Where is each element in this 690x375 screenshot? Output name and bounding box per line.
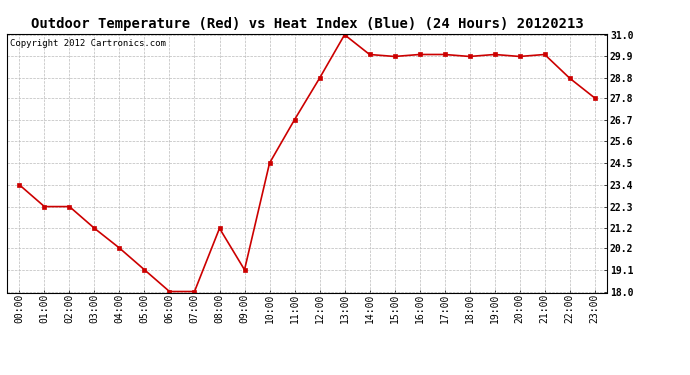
Text: Copyright 2012 Cartronics.com: Copyright 2012 Cartronics.com [10,39,166,48]
Title: Outdoor Temperature (Red) vs Heat Index (Blue) (24 Hours) 20120213: Outdoor Temperature (Red) vs Heat Index … [30,17,584,31]
